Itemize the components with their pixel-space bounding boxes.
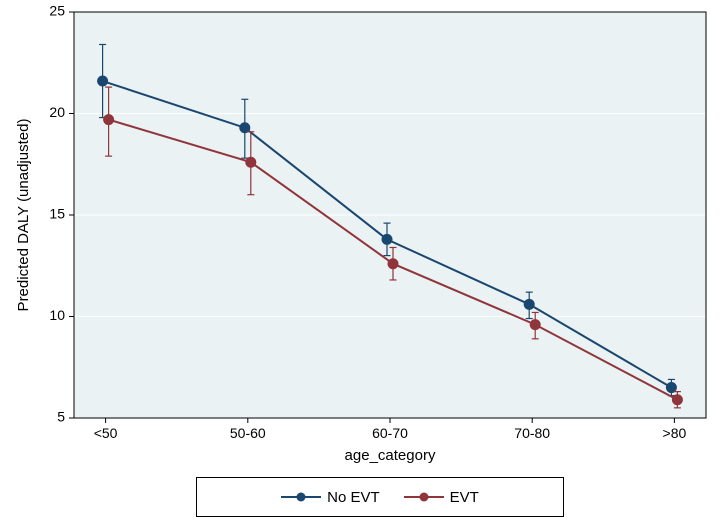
x-axis-label: age_category — [345, 447, 436, 464]
series-marker — [388, 259, 398, 269]
y-axis-label: Predicted DALY (unadjusted) — [15, 119, 32, 312]
series-marker — [672, 395, 682, 405]
xtick-label: 60-70 — [372, 425, 408, 441]
xtick-label: 50-60 — [230, 425, 266, 441]
series-marker — [104, 115, 114, 125]
series-marker — [530, 320, 540, 330]
xtick-label: 70-80 — [514, 425, 550, 441]
legend-item: EVT — [404, 489, 479, 506]
legend: No EVT EVT — [196, 477, 564, 517]
xtick-label: >80 — [663, 425, 687, 441]
legend-label: No EVT — [327, 489, 380, 506]
legend-label: EVT — [450, 489, 479, 506]
legend-swatch — [281, 490, 321, 504]
xtick-label: <50 — [94, 425, 118, 441]
series-marker — [524, 299, 534, 309]
series-marker — [382, 234, 392, 244]
series-marker — [246, 157, 256, 167]
ytick-label: 15 — [49, 206, 65, 222]
ytick-label: 20 — [49, 104, 65, 120]
ytick-label: 5 — [57, 409, 65, 425]
chart-container: 5 10 15 20 25 <50 50-60 60-70 70-80 >80 age_catego… — [0, 0, 722, 515]
legend-item: No EVT — [281, 489, 380, 506]
ytick-label: 25 — [49, 3, 65, 19]
ytick-label: 10 — [49, 307, 65, 323]
chart-svg: 5 10 15 20 25 <50 50-60 60-70 70-80 >80 age_catego… — [0, 0, 722, 515]
series-marker — [98, 76, 108, 86]
legend-swatch — [404, 490, 444, 504]
